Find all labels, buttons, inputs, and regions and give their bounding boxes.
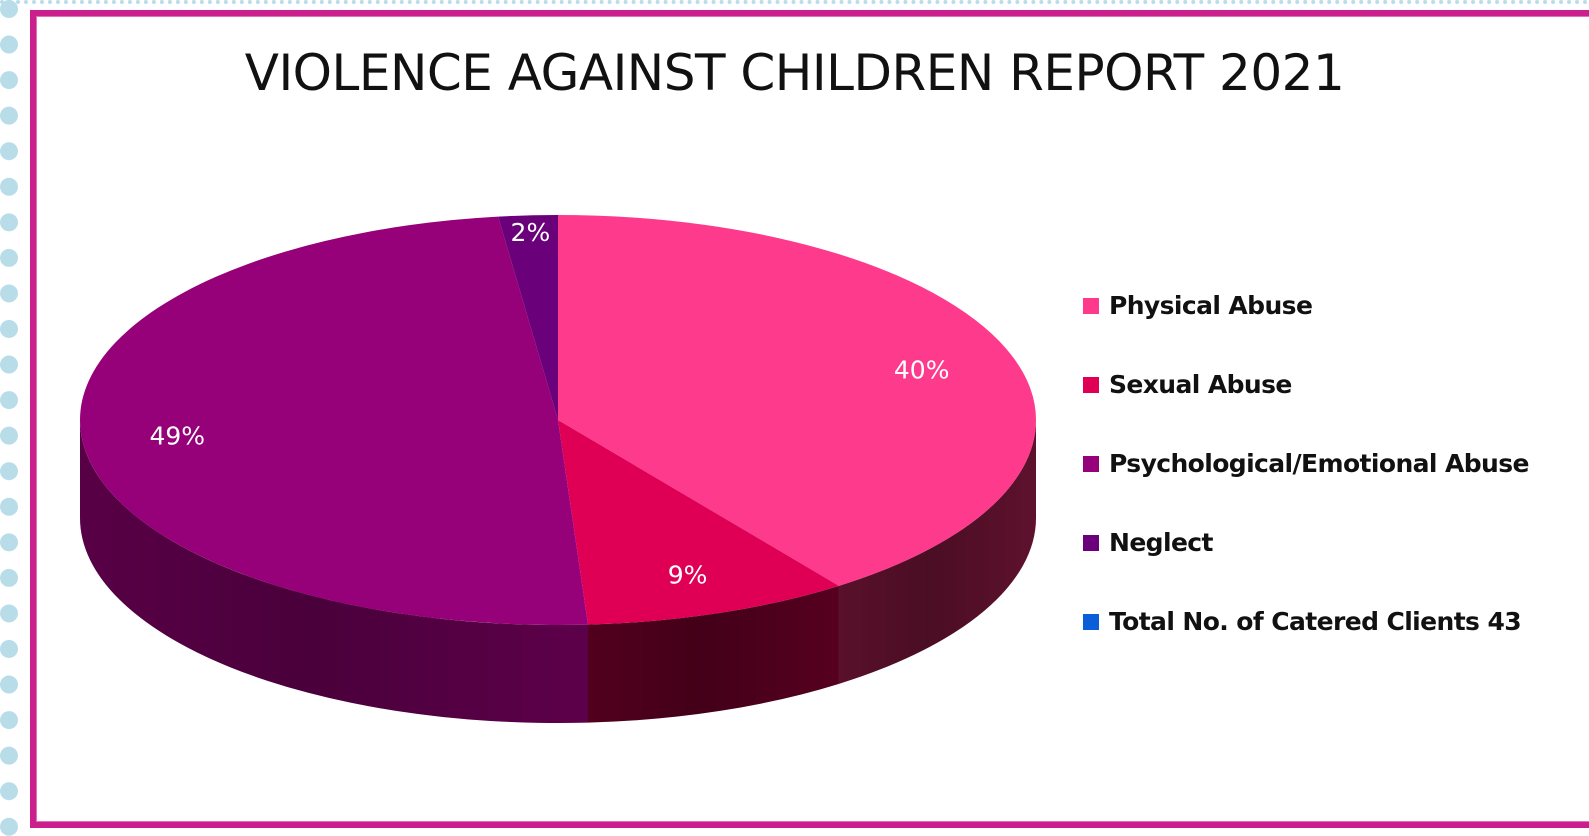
legend-label: Neglect	[1109, 528, 1213, 557]
pie-data-label: 2%	[511, 218, 551, 247]
pie-data-label: 40%	[894, 355, 950, 384]
legend-item-sexual-abuse: Sexual Abuse	[1083, 345, 1529, 424]
legend-item-neglect: Neglect	[1083, 503, 1529, 582]
pie-side-shade	[838, 420, 1036, 684]
pie-slice-psychological-emotional-abuse	[80, 216, 589, 625]
legend-swatch	[1083, 376, 1099, 393]
pie-slice-neglect	[498, 215, 558, 420]
chart-legend: Physical Abuse Sexual Abuse Psychological/…	[1083, 266, 1529, 661]
legend-swatch	[1083, 613, 1099, 630]
legend-label: Physical Abuse	[1109, 291, 1313, 320]
legend-label: Psychological/Emotional Abuse	[1109, 449, 1529, 478]
legend-label: Total No. of Catered Clients 43	[1109, 607, 1522, 636]
legend-swatch	[1083, 455, 1099, 472]
pie-slice-sexual-abuse	[558, 420, 839, 625]
pie-side-shade	[80, 420, 589, 723]
legend-item-total-no-of-catered-clients-43: Total No. of Catered Clients 43	[1083, 582, 1529, 661]
pie-data-label: 9%	[668, 560, 708, 589]
pie-side-shade	[588, 585, 839, 723]
pie-slice-physical-abuse	[558, 215, 1037, 586]
pie-data-label: 49%	[150, 421, 206, 450]
legend-swatch	[1083, 534, 1099, 551]
legend-item-psychological-emotional-abuse: Psychological/Emotional Abuse	[1083, 424, 1529, 503]
legend-item-physical-abuse: Physical Abuse	[1083, 266, 1529, 345]
legend-swatch	[1083, 297, 1099, 314]
chart-title: VIOLENCE AGAINST CHILDREN REPORT 2021	[244, 44, 1345, 102]
legend-label: Sexual Abuse	[1109, 370, 1292, 399]
